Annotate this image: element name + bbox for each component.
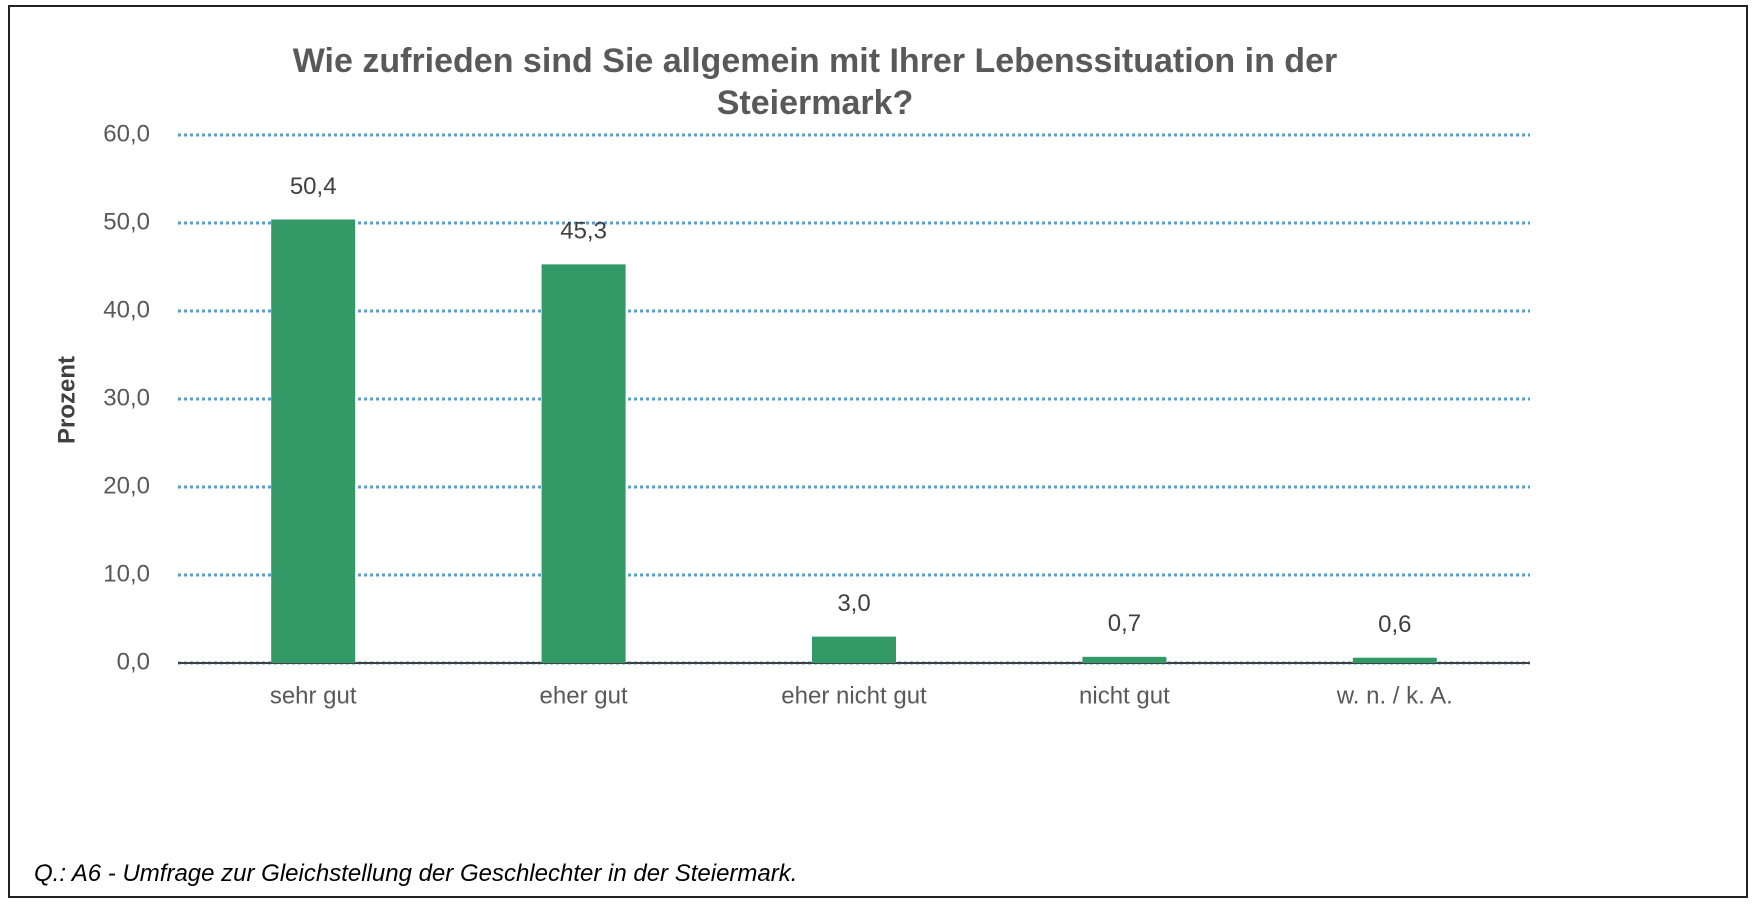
- data-label: 45,3: [560, 218, 607, 245]
- chart-title: Wie zufrieden sind Sie allgemein mit Ihr…: [292, 42, 1338, 122]
- bar: [1082, 656, 1167, 663]
- x-tick-label: eher gut: [540, 682, 628, 709]
- data-label: 50,4: [290, 173, 337, 200]
- y-tick-label: 50,0: [103, 208, 150, 235]
- x-tick-label: eher nicht gut: [781, 682, 927, 709]
- x-tick-label: sehr gut: [270, 682, 357, 709]
- x-tick-label: nicht gut: [1079, 682, 1170, 709]
- data-label: 0,7: [1108, 610, 1141, 637]
- data-label: 0,6: [1378, 611, 1411, 638]
- y-tick-label: 60,0: [103, 120, 150, 147]
- y-tick-label: 10,0: [103, 560, 150, 587]
- y-axis-label: Prozent: [53, 356, 80, 444]
- bar: [541, 264, 626, 663]
- y-tick-label: 20,0: [103, 472, 150, 499]
- x-tick-label: w. n. / k. A.: [1336, 682, 1453, 709]
- bar: [271, 219, 356, 664]
- y-tick-label: 0,0: [117, 648, 150, 675]
- bar: [812, 636, 896, 663]
- data-label: 3,0: [837, 590, 870, 617]
- y-tick-label: 30,0: [103, 384, 150, 411]
- chart-frame: [8, 5, 1748, 898]
- source-note: Q.: A6 - Umfrage zur Gleichstellung der …: [34, 860, 798, 887]
- bar: [1352, 657, 1437, 663]
- y-tick-label: 40,0: [103, 296, 150, 323]
